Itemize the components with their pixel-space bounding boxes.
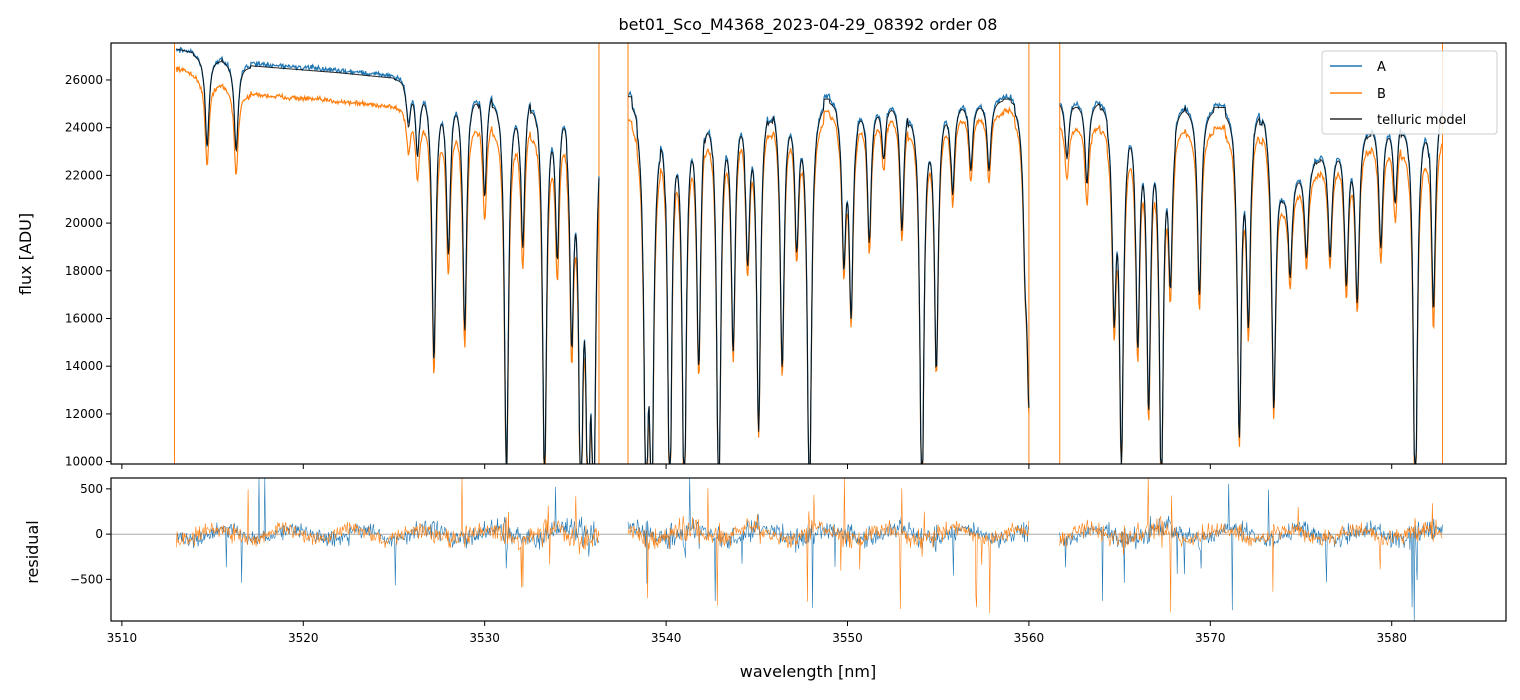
flux-ytick-label: 18000 bbox=[65, 264, 103, 278]
flux-ytick-label: 12000 bbox=[65, 407, 103, 421]
residual-xtick-label: 3530 bbox=[469, 631, 500, 645]
flux-panel-frame bbox=[110, 42, 1507, 465]
flux-ytick-label: 26000 bbox=[65, 73, 103, 87]
residual-panel-frame-bg bbox=[111, 478, 1506, 621]
residual-ytick-label: 500 bbox=[80, 482, 103, 496]
flux-ytick-label: 22000 bbox=[65, 168, 103, 182]
flux-panel: 10000 12000 14000 16000 18000 20000 22000 24000… bbox=[16, 42, 1507, 469]
flux-ytick-label: 16000 bbox=[65, 311, 103, 325]
flux-panel-frame-bg bbox=[111, 43, 1506, 464]
residual-xtick-label: 3520 bbox=[288, 631, 319, 645]
residual-xtick-label: 3580 bbox=[1376, 631, 1407, 645]
wavelength-xlabel: wavelength [nm] bbox=[740, 662, 877, 681]
residual-xtick-label: 3550 bbox=[832, 631, 863, 645]
residual-xtick-label: 3540 bbox=[651, 631, 682, 645]
flux-ylabel: flux [ADU] bbox=[16, 213, 35, 295]
legend-label-telluric: telluric model bbox=[1377, 113, 1466, 128]
chart-title: bet01_Sco_M4368_2023-04-29_08392 order 0… bbox=[619, 15, 998, 35]
flux-ytick-label: 14000 bbox=[65, 359, 103, 373]
residual-ylabel: residual bbox=[23, 520, 42, 583]
residual-series-A bbox=[176, 478, 1443, 621]
residual-ytick-label: −500 bbox=[70, 572, 103, 586]
legend: A B telluric model bbox=[1321, 50, 1498, 135]
residual-xtick-label: 3560 bbox=[1014, 631, 1045, 645]
legend-label-b: B bbox=[1377, 87, 1386, 102]
flux-series-telluric-model bbox=[176, 48, 1443, 464]
residual-xtick-label: 3510 bbox=[107, 631, 138, 645]
legend-box bbox=[1321, 50, 1498, 135]
flux-ytick-label: 20000 bbox=[65, 216, 103, 230]
flux-ytick-label: 24000 bbox=[65, 121, 103, 135]
residual-xtick-label: 3570 bbox=[1195, 631, 1226, 645]
residual-series-B bbox=[176, 478, 1443, 614]
residual-ytick-label: 0 bbox=[95, 527, 103, 541]
residual-panel-frame bbox=[110, 477, 1507, 622]
residual-panel: −500 0 500 3510 3520 3530 3540 3550 3560 3570 3580… bbox=[23, 477, 1507, 681]
flux-ytick-label: 10000 bbox=[65, 455, 103, 469]
legend-label-a: A bbox=[1377, 60, 1386, 75]
